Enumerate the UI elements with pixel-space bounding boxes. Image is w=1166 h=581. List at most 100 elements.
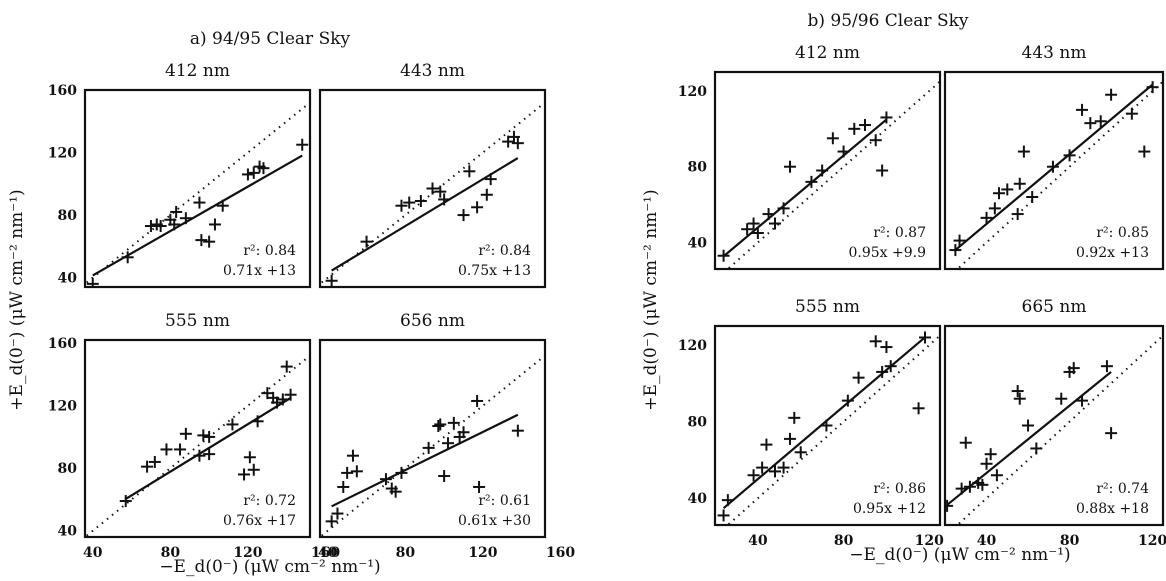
data-point bbox=[794, 446, 807, 459]
r2-annotation: r²: 0.72 bbox=[243, 493, 296, 509]
data-point bbox=[121, 251, 134, 264]
data-point bbox=[747, 469, 760, 482]
plot-area bbox=[85, 101, 310, 287]
data-point bbox=[1084, 117, 1097, 130]
data-point bbox=[837, 145, 850, 158]
r2-annotation: r²: 0.85 bbox=[1096, 225, 1149, 241]
group-a-title: a) 94/95 Clear Sky bbox=[190, 29, 351, 49]
data-point bbox=[442, 437, 455, 450]
data-point bbox=[457, 209, 470, 222]
data-point bbox=[721, 494, 734, 507]
data-point bbox=[438, 470, 451, 483]
data-point bbox=[1076, 103, 1089, 116]
group-b-ylabel: +E_d(0⁻) (μW cm⁻² nm⁻¹) bbox=[641, 189, 661, 410]
r2-annotation: r²: 0.84 bbox=[478, 243, 531, 259]
data-point bbox=[959, 436, 972, 449]
data-point bbox=[403, 196, 416, 209]
data-point bbox=[984, 448, 997, 461]
one-to-one-line bbox=[85, 354, 310, 537]
data-point bbox=[762, 208, 775, 221]
data-point bbox=[826, 132, 839, 145]
panel-0: 412 nm 40 80 120 160 r²: 0.84 0.71x +13 bbox=[48, 61, 312, 289]
panel-title: 665 nm bbox=[1022, 297, 1087, 317]
data-point bbox=[325, 515, 338, 528]
x-tick-label: 160 bbox=[311, 545, 340, 561]
panel-title: 555 nm bbox=[165, 311, 230, 331]
y-tick-label: 80 bbox=[688, 415, 708, 431]
y-tick-label: 120 bbox=[678, 84, 707, 100]
data-point bbox=[251, 415, 264, 428]
fit-equation: 0.61x +30 bbox=[458, 513, 531, 529]
data-point bbox=[852, 371, 865, 384]
panel-6: 555 nm 40 80 120 40 80 120 r²: 0.86 0.95x +12 bbox=[678, 297, 944, 549]
group-a-xlabel: −E_d(0⁻) (μW cm⁻² nm⁻¹) bbox=[159, 557, 380, 577]
data-point bbox=[438, 193, 451, 206]
data-point bbox=[777, 202, 790, 215]
data-point bbox=[869, 335, 882, 348]
data-point bbox=[1055, 392, 1068, 405]
data-point bbox=[193, 196, 206, 209]
data-point bbox=[1076, 394, 1089, 407]
data-point bbox=[953, 234, 966, 247]
panel-frame bbox=[713, 324, 942, 527]
x-tick-label: 40 bbox=[748, 533, 768, 549]
data-point bbox=[457, 426, 470, 439]
data-point bbox=[1100, 360, 1113, 373]
data-point bbox=[174, 443, 187, 456]
data-point bbox=[1105, 88, 1118, 101]
x-tick-label: 120 bbox=[915, 533, 944, 549]
data-point bbox=[208, 218, 221, 231]
panel-title: 443 nm bbox=[1022, 43, 1087, 63]
r2-annotation: r²: 0.61 bbox=[478, 493, 531, 509]
data-point bbox=[203, 430, 216, 443]
data-point bbox=[760, 438, 773, 451]
plot-area bbox=[717, 80, 940, 269]
x-tick-label: 80 bbox=[834, 533, 854, 549]
one-to-one-line bbox=[955, 334, 1163, 525]
group-a-ylabel: +E_d(0⁻) (μW cm⁻² nm⁻¹) bbox=[7, 189, 27, 410]
regression-line bbox=[946, 371, 1112, 506]
data-point bbox=[226, 418, 239, 431]
data-point bbox=[876, 164, 889, 177]
data-point bbox=[337, 480, 350, 493]
data-point bbox=[756, 461, 769, 474]
data-point bbox=[1017, 145, 1030, 158]
data-point bbox=[876, 365, 889, 378]
plot-area bbox=[85, 354, 310, 537]
data-point bbox=[912, 402, 925, 415]
data-point bbox=[243, 451, 256, 464]
data-point bbox=[360, 235, 373, 248]
panel-title: 656 nm bbox=[400, 311, 465, 331]
data-point bbox=[216, 199, 229, 212]
data-point bbox=[717, 509, 730, 522]
r2-annotation: r²: 0.87 bbox=[873, 225, 926, 241]
data-point bbox=[414, 195, 427, 208]
scatter-panels: 412 nm 40 80 120 160 r²: 0.84 0.71x +13 443 nm r… bbox=[48, 43, 1166, 561]
data-point bbox=[1094, 115, 1107, 128]
x-tick-label: 120 bbox=[233, 545, 262, 561]
data-point bbox=[963, 480, 976, 493]
data-point bbox=[988, 202, 1001, 215]
y-tick-label: 40 bbox=[688, 235, 708, 251]
data-point bbox=[238, 468, 251, 481]
data-point bbox=[346, 449, 359, 462]
y-tick-label: 120 bbox=[48, 146, 77, 162]
data-point bbox=[751, 227, 764, 240]
data-point bbox=[1063, 149, 1076, 162]
r2-annotation: r²: 0.74 bbox=[1096, 481, 1149, 497]
data-point bbox=[257, 162, 270, 175]
data-point bbox=[955, 482, 968, 495]
data-point bbox=[471, 201, 484, 214]
data-point bbox=[945, 499, 954, 512]
data-point bbox=[1125, 107, 1138, 120]
fit-equation: 0.75x +13 bbox=[458, 263, 531, 279]
x-tick-label: 80 bbox=[161, 545, 181, 561]
data-point bbox=[1001, 183, 1014, 196]
data-point bbox=[747, 217, 760, 230]
fit-equation: 0.95x +9.9 bbox=[848, 245, 926, 261]
data-point bbox=[179, 427, 192, 440]
x-tick-label: 120 bbox=[1138, 533, 1166, 549]
data-point bbox=[511, 137, 524, 150]
panel-title: 412 nm bbox=[165, 61, 230, 81]
